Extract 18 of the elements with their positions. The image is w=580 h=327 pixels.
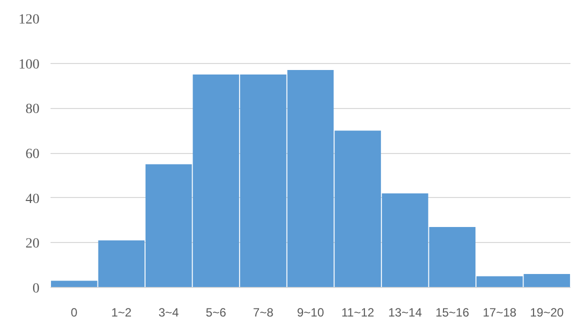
x-tick-label: 1~2 <box>111 306 132 320</box>
y-tick-label: 120 <box>18 12 40 28</box>
y-tick-label: 20 <box>26 236 40 252</box>
x-tick-label: 5~6 <box>206 306 226 320</box>
y-tick-label: 60 <box>26 147 40 162</box>
x-tick-label: 13~14 <box>388 306 422 320</box>
x-tick-label: 0 <box>70 306 78 320</box>
x-tick-label: 11~12 <box>341 306 375 320</box>
y-tick-label: 0 <box>32 282 40 296</box>
x-tick-label: 19~20 <box>530 306 564 320</box>
x-tick-label: 15~16 <box>435 306 470 320</box>
x-tick-label: 17~18 <box>482 306 517 320</box>
y-tick-label: 100 <box>18 57 40 72</box>
y-tick-label: 80 <box>26 102 40 118</box>
x-tick-label: 3~4 <box>158 306 180 320</box>
x-tick-label: 9~10 <box>296 306 324 320</box>
x-tick-label: 7~8 <box>253 306 274 320</box>
y-tick-label: 40 <box>26 192 40 207</box>
